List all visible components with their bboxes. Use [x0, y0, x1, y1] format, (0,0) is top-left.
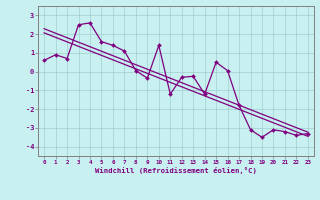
X-axis label: Windchill (Refroidissement éolien,°C): Windchill (Refroidissement éolien,°C): [95, 167, 257, 174]
